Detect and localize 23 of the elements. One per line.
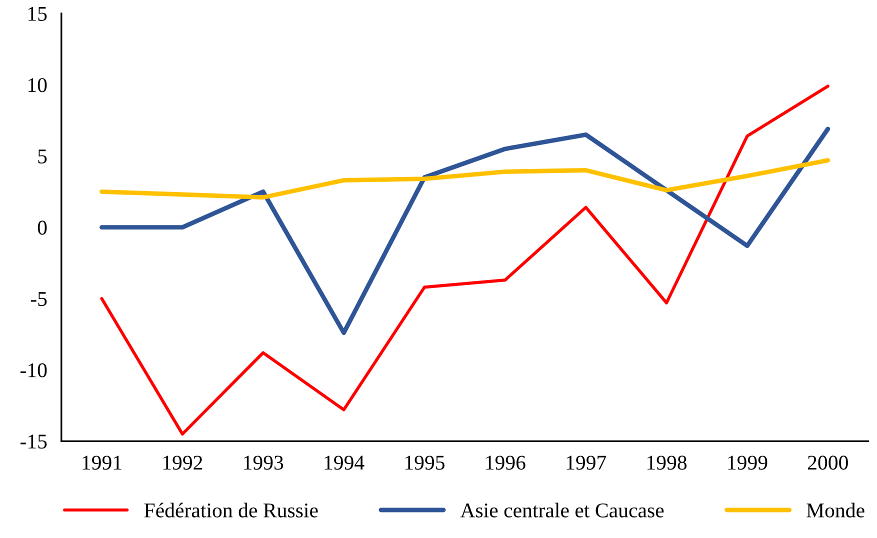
line-series [100,84,830,436]
x-tick-label: 1997 [566,456,606,470]
legend-label: Asie centrale et Caucase [460,502,664,518]
legend-label: Monde [806,502,864,518]
y-tick-label: 10 [28,78,47,92]
x-tick-label: 1991 [82,456,122,470]
y-tick-label: -10 [20,363,47,378]
x-tick-label: 1994 [324,456,364,470]
line-series [100,126,830,336]
x-tick-label: 1998 [648,456,687,470]
legend-label: Fédération de Russie [144,502,318,518]
x-tick-label: 1992 [163,456,202,470]
x-tick-label: 1995 [405,456,444,470]
y-tick-label: -5 [30,292,47,306]
y-tick-label: 5 [38,150,47,164]
y-tick-label: 0 [38,220,47,235]
x-tick-label: 2000 [808,456,848,470]
y-tick-label: 15 [28,6,47,21]
y-tick-label: -15 [20,434,47,449]
x-tick-label: 1993 [244,456,284,470]
x-tick-label: 1999 [728,456,768,470]
x-tick-label: 1996 [486,456,526,470]
line-series [100,158,830,200]
